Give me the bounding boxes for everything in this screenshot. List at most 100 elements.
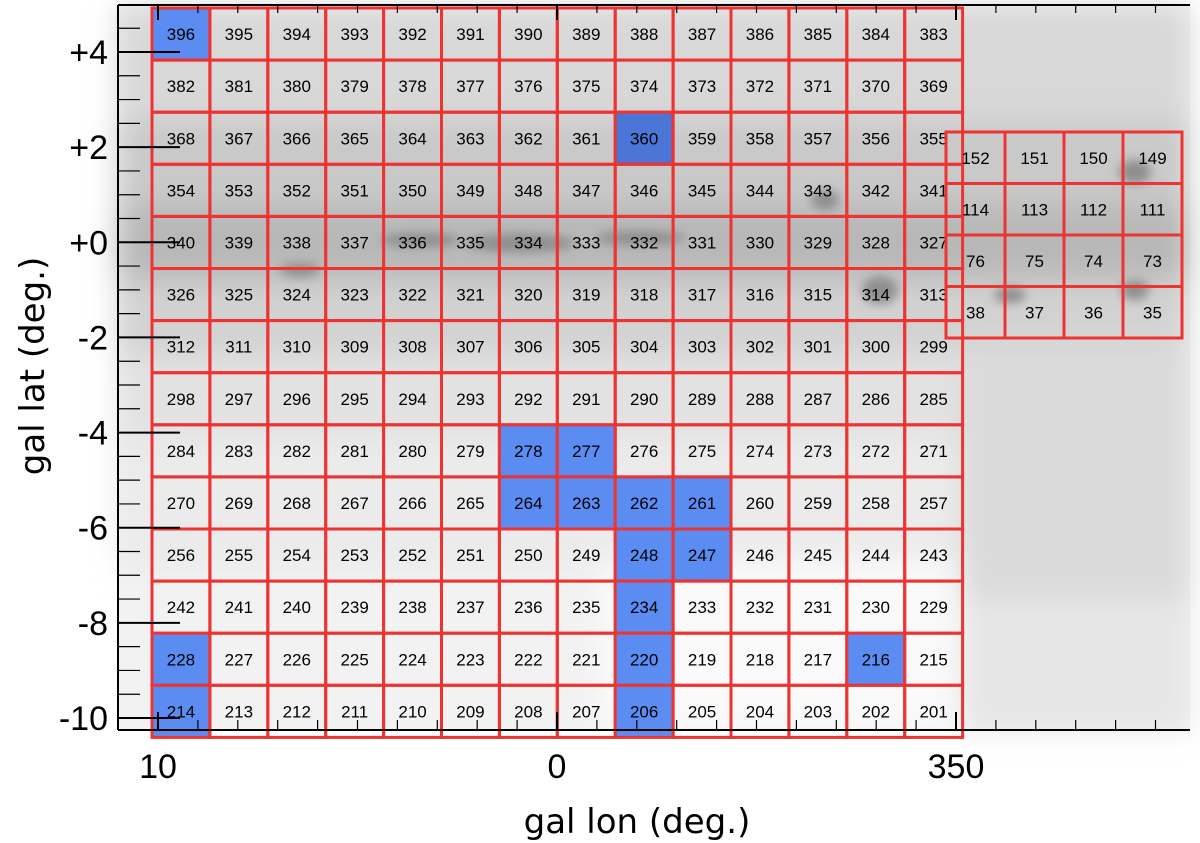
- field-label: 265: [456, 494, 484, 513]
- field-label: 298: [167, 390, 195, 409]
- field-label: 352: [283, 181, 311, 200]
- field-label: 241: [225, 598, 253, 617]
- highlighted-field: [671, 475, 733, 531]
- field-label: 348: [514, 181, 542, 200]
- field-label: 324: [283, 286, 311, 305]
- field-label: 283: [225, 442, 253, 461]
- field-label: 231: [804, 598, 832, 617]
- y-tick-label: +0: [69, 224, 108, 262]
- y-tick-label: -4: [78, 415, 108, 453]
- field-box: [903, 683, 965, 739]
- field-label: 74: [1084, 252, 1103, 271]
- field-cell: 277: [555, 423, 617, 479]
- field-label: 307: [456, 338, 484, 357]
- field-label: 227: [225, 650, 253, 669]
- field-label: 243: [919, 546, 947, 565]
- field-label: 359: [688, 129, 716, 148]
- field-label: 366: [283, 129, 311, 148]
- field-label: 311: [225, 338, 252, 357]
- field-label: 349: [456, 181, 484, 200]
- field-label: 323: [340, 286, 368, 305]
- highlighted-field: [671, 527, 733, 583]
- field-label: 205: [688, 702, 716, 721]
- field-label: 240: [283, 598, 311, 617]
- field-label: 36: [1084, 303, 1103, 322]
- field-label: 203: [804, 702, 832, 721]
- x-tick-label: 0: [548, 748, 567, 786]
- field-label: 292: [514, 390, 542, 409]
- field-label: 150: [1079, 149, 1107, 168]
- field-label: 261: [688, 494, 716, 513]
- field-label: 310: [283, 338, 311, 357]
- field-cell: 201: [903, 683, 965, 739]
- y-tick-label: -6: [78, 510, 108, 548]
- field-label: 216: [862, 650, 890, 669]
- field-box: [1121, 285, 1184, 340]
- field-label: 151: [1020, 149, 1048, 168]
- field-label: 321: [456, 286, 484, 305]
- field-label: 341: [919, 181, 947, 200]
- field-label: 325: [225, 286, 253, 305]
- field-label: 373: [688, 77, 716, 96]
- field-label: 288: [746, 390, 774, 409]
- field-label: 364: [398, 129, 426, 148]
- y-axis-title: gal lat (deg.): [13, 257, 53, 476]
- field-label: 388: [630, 25, 658, 44]
- field-label: 379: [340, 77, 368, 96]
- field-label: 380: [283, 77, 311, 96]
- field-label: 372: [746, 77, 774, 96]
- x-axis-title: gal lon (deg.): [524, 802, 751, 842]
- field-label: 270: [167, 494, 195, 513]
- field-label: 299: [919, 338, 947, 357]
- field-label: 312: [167, 338, 195, 357]
- field-label: 306: [514, 338, 542, 357]
- field-label: 257: [919, 494, 947, 513]
- field-label: 338: [283, 233, 311, 252]
- field-label: 35: [1143, 303, 1162, 322]
- field-label: 302: [746, 338, 774, 357]
- field-label: 395: [225, 25, 253, 44]
- main-field-grid: 396 395 394 393 392 391 390 389 388 387 386 385 384 3…: [150, 6, 965, 739]
- field-label: 269: [225, 494, 253, 513]
- field-label: 377: [456, 77, 484, 96]
- field-label: 308: [398, 338, 426, 357]
- field-label: 246: [746, 546, 774, 565]
- field-label: 330: [746, 233, 774, 252]
- field-label: 215: [919, 650, 947, 669]
- field-label: 315: [804, 286, 832, 305]
- field-label: 230: [862, 598, 890, 617]
- y-tick-label: -2: [78, 319, 108, 357]
- highlighted-field: [555, 423, 617, 479]
- field-label: 287: [804, 390, 832, 409]
- field-label: 328: [862, 233, 890, 252]
- field-label: 249: [572, 546, 600, 565]
- field-label: 383: [919, 25, 947, 44]
- field-label: 220: [630, 650, 658, 669]
- field-label: 224: [398, 650, 426, 669]
- field-cell: 214: [150, 683, 212, 739]
- field-label: 344: [746, 181, 774, 200]
- field-label: 113: [1021, 200, 1048, 219]
- x-tick-label: 350: [928, 748, 985, 786]
- field-label: 209: [456, 702, 484, 721]
- field-label: 393: [340, 25, 368, 44]
- field-label: 213: [225, 702, 253, 721]
- field-label: 378: [398, 77, 426, 96]
- field-label: 255: [225, 546, 253, 565]
- highlighted-field: [613, 475, 675, 531]
- field-label: 247: [688, 546, 716, 565]
- field-label: 228: [167, 650, 195, 669]
- chart-axes: +4 +2 +0 -2 -4 -6 -8 -10 10 0 350: [59, 4, 1190, 786]
- field-label: 226: [283, 650, 311, 669]
- field-label: 254: [283, 546, 311, 565]
- field-label: 238: [398, 598, 426, 617]
- field-label: 280: [398, 442, 426, 461]
- field-cell: 278: [497, 423, 559, 479]
- field-label: 111: [1140, 200, 1166, 219]
- field-label: 371: [804, 77, 832, 96]
- field-label: 232: [746, 598, 774, 617]
- field-label: 347: [572, 181, 600, 200]
- y-tick-label: +2: [69, 129, 108, 167]
- field-label: 300: [862, 338, 890, 357]
- field-label: 208: [514, 702, 542, 721]
